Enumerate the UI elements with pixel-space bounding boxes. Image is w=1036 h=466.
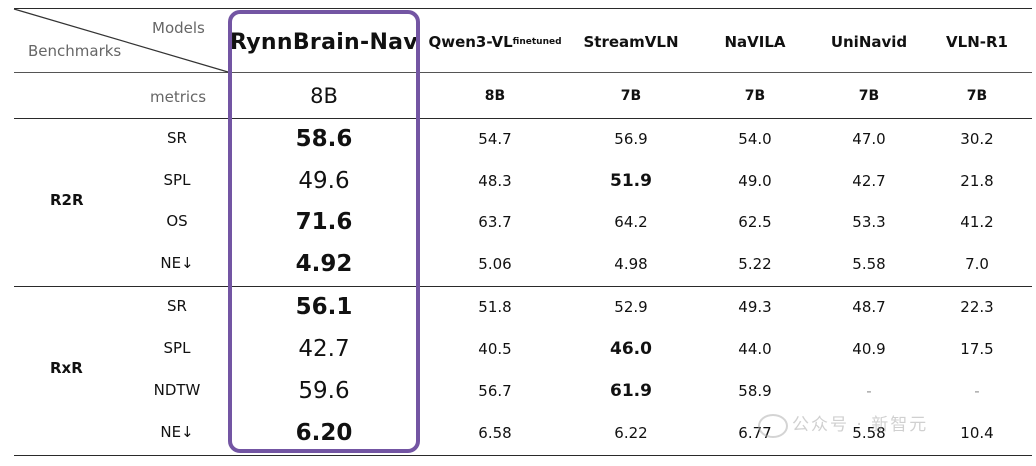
table-bottom-rule <box>14 455 1032 456</box>
table-cell: 17.5 <box>960 340 994 358</box>
corner-models-label: Models <box>152 19 205 37</box>
table-cell: 46.0 <box>610 339 652 359</box>
model-size: 7B <box>858 88 880 104</box>
table-cell: 41.2 <box>960 213 994 231</box>
table-cell: 40.5 <box>478 340 512 358</box>
corner-benchmarks-label: Benchmarks <box>28 42 122 60</box>
table-cell: 58.9 <box>738 382 772 400</box>
model-name: VLN-R1 <box>946 33 1008 51</box>
model-header-qwen3-vl: Qwen3-VL finetuned <box>425 22 565 62</box>
model-header-uninavid: UniNavid <box>814 22 924 62</box>
metric-label: NDTW <box>153 381 201 399</box>
table-cell: 51.8 <box>478 298 512 316</box>
table-cell: 48.3 <box>478 172 512 190</box>
table-cell: 42.7 <box>852 172 886 190</box>
table-cell: 59.6 <box>298 378 350 404</box>
table-cell: 54.7 <box>478 130 512 148</box>
metrics-label: metrics <box>150 88 207 106</box>
table-cell: 6.20 <box>295 420 353 446</box>
table-cell: 56.1 <box>295 294 353 320</box>
table-cell: 22.3 <box>960 298 994 316</box>
table-cell: 49.3 <box>738 298 772 316</box>
table-cell: 58.6 <box>295 126 353 152</box>
table-cell: 21.8 <box>960 172 994 190</box>
table-cell: 64.2 <box>614 213 648 231</box>
table-cell: 40.9 <box>852 340 886 358</box>
table-cell: 71.6 <box>295 209 353 235</box>
header-divider <box>14 72 1032 73</box>
table-cell: 51.9 <box>610 171 652 191</box>
table-cell: 30.2 <box>960 130 994 148</box>
table-cell: 6.22 <box>614 424 648 442</box>
model-header-vln-r1: VLN-R1 <box>932 22 1022 62</box>
model-size: 8B <box>484 88 506 104</box>
table-cell: 5.58 <box>852 424 886 442</box>
metric-label: NE↓ <box>160 423 194 441</box>
table-cell: 4.92 <box>295 251 353 277</box>
table-cell: 6.58 <box>478 424 512 442</box>
metric-label: SR <box>167 129 187 147</box>
group-separator-rule <box>14 286 1032 287</box>
model-name: NaVILA <box>724 33 786 51</box>
watermark: 公众号 · 新智元 <box>792 415 929 435</box>
model-header-rynnbrain-nav: RynnBrain-Nav <box>229 22 419 62</box>
table-cell: 42.7 <box>298 336 350 362</box>
model-name: UniNavid <box>830 33 908 51</box>
group-label-r2r: R2R <box>50 191 84 209</box>
table-cell: 61.9 <box>610 381 652 401</box>
metric-label: SPL <box>163 171 191 189</box>
table-cell: 5.58 <box>852 255 886 273</box>
table-cell: 52.9 <box>614 298 648 316</box>
table-cell: 62.5 <box>738 213 772 231</box>
table-cell: 49.6 <box>298 168 350 194</box>
table-cell: 56.9 <box>614 130 648 148</box>
table-top-rule <box>14 8 1032 9</box>
table-cell: 5.22 <box>738 255 772 273</box>
header-bottom-rule <box>14 118 1032 119</box>
model-size: 7B <box>620 88 642 104</box>
metric-label: OS <box>166 212 188 230</box>
metric-label: NE↓ <box>160 254 194 272</box>
table-cell: 7.0 <box>965 255 989 273</box>
table-cell: 63.7 <box>478 213 512 231</box>
model-header-streamvln: StreamVLN <box>571 22 691 62</box>
table-cell: 53.3 <box>852 213 886 231</box>
table-cell: 10.4 <box>960 424 994 442</box>
table-cell: 47.0 <box>852 130 886 148</box>
table-cell: 44.0 <box>738 340 772 358</box>
corner-diagonal <box>13 8 229 73</box>
model-size: 7B <box>744 88 766 104</box>
table-cell: 48.7 <box>852 298 886 316</box>
table-cell: 56.7 <box>478 382 512 400</box>
table-cell: - <box>866 382 872 400</box>
table-cell: 54.0 <box>738 130 772 148</box>
group-label-rxr: RxR <box>50 359 83 377</box>
table-cell: 4.98 <box>614 255 648 273</box>
model-name: StreamVLN <box>583 33 679 51</box>
model-size: 8B <box>310 84 338 108</box>
model-name: Qwen3-VL <box>428 33 513 51</box>
model-name-subscript: finetuned <box>512 37 562 47</box>
metric-label: SR <box>167 297 187 315</box>
metric-label: SPL <box>163 339 191 357</box>
table-cell: 49.0 <box>738 172 772 190</box>
model-name: RynnBrain-Nav <box>230 29 418 55</box>
watermark-icon <box>758 414 788 438</box>
table-cell: - <box>974 382 980 400</box>
table-cell: 5.06 <box>478 255 512 273</box>
model-header-navila: NaVILA <box>700 22 810 62</box>
model-size: 7B <box>966 88 988 104</box>
